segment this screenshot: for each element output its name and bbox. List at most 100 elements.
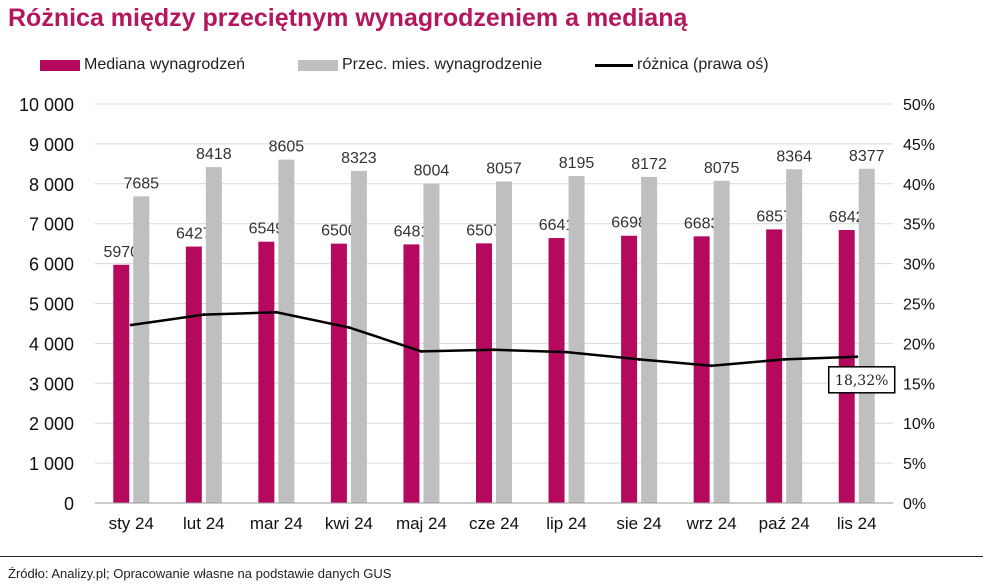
annotation-box	[827, 366, 896, 394]
y-right-tick-label: 0%	[903, 496, 926, 513]
data-label-average: 7685	[123, 175, 159, 192]
legend-label-difference: różnica (prawa oś)	[637, 56, 769, 73]
difference-point	[202, 313, 206, 317]
y-left-tick-label: 1 000	[29, 454, 74, 474]
data-label-median: 6427	[176, 226, 212, 243]
y-right-tick-label: 15%	[903, 376, 935, 393]
bar-average	[278, 159, 295, 503]
bar-median	[330, 243, 347, 503]
difference-point	[347, 325, 351, 329]
legend-label-average: Przec. mies. wynagrodzenie	[342, 56, 543, 73]
y-right-tick-label: 20%	[903, 336, 935, 353]
x-tick-label: sie 24	[616, 514, 661, 533]
annotation-label: 18,32%	[835, 373, 888, 389]
data-label-average: 8418	[196, 146, 232, 163]
chart-title: Różnica między przeciętnym wynagrodzenie…	[8, 4, 688, 32]
data-label-median: 6857	[756, 208, 792, 225]
y-left-tick-label: 4 000	[29, 334, 74, 354]
bar-average	[133, 196, 150, 503]
data-label-average: 8172	[631, 156, 667, 173]
bar-median	[403, 244, 420, 504]
bar-average	[350, 170, 367, 503]
bar-median	[548, 238, 565, 503]
y-left-tick-label: 6 000	[29, 255, 74, 275]
legend-line-difference	[595, 63, 633, 67]
y-right-tick-label: 50%	[903, 97, 935, 114]
difference-point	[782, 357, 786, 361]
legend-swatch-average	[298, 59, 338, 71]
source-note: Źródło: Analizy.pl; Opracowanie własne n…	[8, 566, 392, 581]
y-left-tick-label: 5 000	[29, 295, 74, 315]
x-tick-label: mar 24	[250, 514, 303, 533]
data-label-median: 6641	[539, 217, 575, 234]
bar-median	[621, 235, 638, 503]
bar-average	[496, 181, 512, 503]
bar-average	[568, 176, 585, 503]
bar-median	[258, 241, 275, 504]
y-right-tick-label: 30%	[903, 257, 935, 274]
data-label-average: 8364	[776, 148, 812, 165]
data-label-average: 8195	[559, 155, 595, 172]
bar-average	[205, 167, 222, 503]
bar-average	[641, 176, 658, 503]
x-tick-label: sty 24	[109, 514, 154, 533]
data-label-median: 6842	[829, 209, 865, 226]
y-left-tick-label: 7 000	[29, 215, 74, 235]
data-label-average: 8057	[486, 161, 522, 178]
data-label-average: 8004	[414, 163, 450, 180]
bar-median	[766, 229, 783, 503]
footer-divider	[0, 556, 983, 557]
bar-median	[113, 264, 130, 503]
x-tick-label: lip 24	[546, 514, 587, 533]
difference-point	[637, 357, 641, 361]
data-label-median: 6507	[466, 222, 502, 239]
data-label-median: 5970	[103, 244, 139, 261]
difference-point	[274, 310, 278, 314]
data-label-median: 6481	[394, 223, 430, 240]
y-left-tick-label: 10 000	[19, 95, 74, 115]
bar-median	[693, 236, 710, 503]
difference-line	[131, 311, 857, 367]
difference-point	[565, 350, 569, 354]
legend-item-difference: różnica (prawa oś)	[595, 56, 769, 74]
x-tick-label: wrz 24	[686, 514, 737, 533]
x-tick-label: lut 24	[183, 514, 225, 533]
y-left-tick-label: 8 000	[29, 175, 74, 195]
data-label-median: 6500	[321, 223, 357, 240]
y-left-tick-label: 3 000	[29, 374, 74, 394]
y-right-tick-label: 40%	[903, 177, 935, 194]
data-label-average: 8605	[269, 139, 305, 156]
data-label-median: 6683	[684, 215, 720, 232]
data-label-average: 8075	[704, 160, 740, 177]
legend-item-average: Przec. mies. wynagrodzenie	[298, 56, 542, 74]
legend-label-median: Mediana wynagrodzeń	[84, 56, 245, 73]
y-right-tick-label: 10%	[903, 416, 935, 433]
difference-point	[129, 323, 133, 327]
difference-point	[855, 355, 859, 359]
bar-average	[858, 168, 875, 504]
y-left-tick-label: 0	[64, 494, 74, 514]
data-label-median: 6698	[611, 215, 647, 232]
difference-point	[710, 364, 714, 368]
bar-average	[786, 169, 803, 503]
difference-point	[492, 348, 496, 352]
y-left-tick-label: 9 000	[29, 135, 74, 155]
bar-average	[713, 180, 730, 503]
data-label-average: 8323	[341, 150, 377, 167]
data-label-average: 8377	[849, 148, 885, 165]
x-tick-label: lis 24	[837, 514, 877, 533]
difference-point	[419, 349, 423, 353]
x-tick-label: cze 24	[469, 514, 519, 533]
legend-swatch-median	[40, 59, 80, 71]
y-right-tick-label: 35%	[903, 217, 935, 234]
x-tick-label: kwi 24	[325, 514, 373, 533]
x-tick-label: paź 24	[759, 514, 810, 533]
bar-average	[423, 183, 440, 504]
y-right-tick-label: 45%	[903, 137, 935, 154]
y-left-tick-label: 2 000	[29, 414, 74, 434]
legend-item-median: Mediana wynagrodzeń	[40, 56, 245, 74]
bar-median	[476, 243, 492, 503]
y-right-tick-label: 5%	[903, 456, 926, 473]
x-tick-label: maj 24	[396, 514, 447, 533]
chart-plot: 0 1 000 2 000 3 000 4 000 5 000 6 000 7 000 8 00…	[19, 95, 935, 533]
